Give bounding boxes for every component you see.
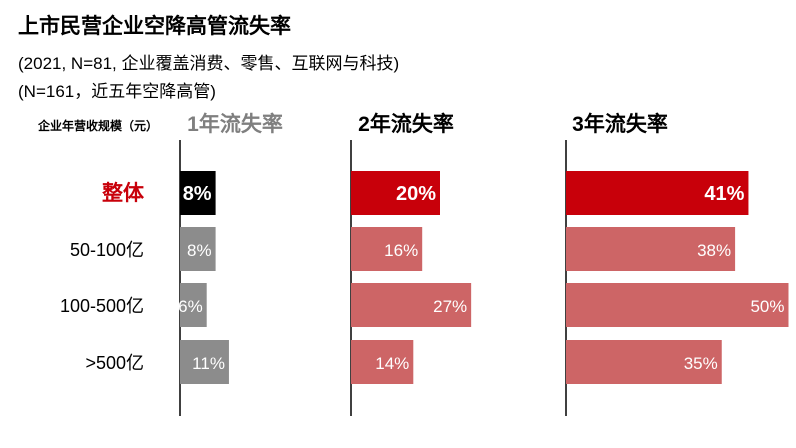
data-label-p1-r2: 6% [178, 297, 203, 316]
data-label-p3-r0: 41% [704, 183, 744, 205]
data-label-p1-r0: 8% [183, 183, 212, 205]
data-label-p1-r1: 8% [187, 241, 212, 260]
subtitle-line-2: (N=161，近五年空降高管) [18, 82, 216, 101]
panel-title-3: 3年流失率 [572, 112, 668, 136]
bar-p2-r3 [351, 340, 414, 384]
category-label-2: 100-500亿 [60, 296, 144, 316]
bar-p3-r3 [566, 340, 722, 384]
bar-p3-r2 [566, 283, 789, 327]
data-label-p1-r3: 11% [192, 354, 225, 373]
bar-p1-r3 [180, 340, 229, 384]
data-label-p3-r2: 50% [750, 297, 784, 316]
bar-p2-r2 [351, 283, 472, 327]
data-label-p2-r3: 14% [375, 354, 409, 373]
category-axis-title: 企业年营收规模（元） [37, 118, 158, 133]
category-label-1: 50-100亿 [70, 240, 144, 260]
bar-p3-r1 [566, 227, 736, 271]
bar-p2-r1 [351, 227, 423, 271]
category-label-3: >500亿 [85, 353, 144, 373]
panel-title-1: 1年流失率 [187, 112, 283, 136]
data-label-p2-r2: 27% [433, 297, 467, 316]
chart-title: 上市民营企业空降高管流失率 [18, 15, 291, 38]
bar-p1-r2 [180, 283, 207, 327]
chart-subtitle: (2021, N=81, 企业覆盖消费、零售、互联网与科技) (N=161，近五… [18, 50, 399, 106]
bar-p1-r0 [180, 171, 216, 215]
bar-p1-r1 [180, 227, 216, 271]
bar-p3-r0 [566, 171, 749, 215]
category-label-0: 整体 [102, 181, 145, 205]
data-label-p2-r1: 16% [384, 241, 418, 260]
data-label-p3-r3: 35% [684, 354, 718, 373]
panel-title-2: 2年流失率 [358, 112, 454, 136]
bar-p2-r0 [351, 171, 440, 215]
data-label-p3-r1: 38% [697, 241, 731, 260]
data-label-p2-r0: 20% [396, 183, 436, 205]
subtitle-line-1: (2021, N=81, 企业覆盖消费、零售、互联网与科技) [18, 54, 400, 73]
